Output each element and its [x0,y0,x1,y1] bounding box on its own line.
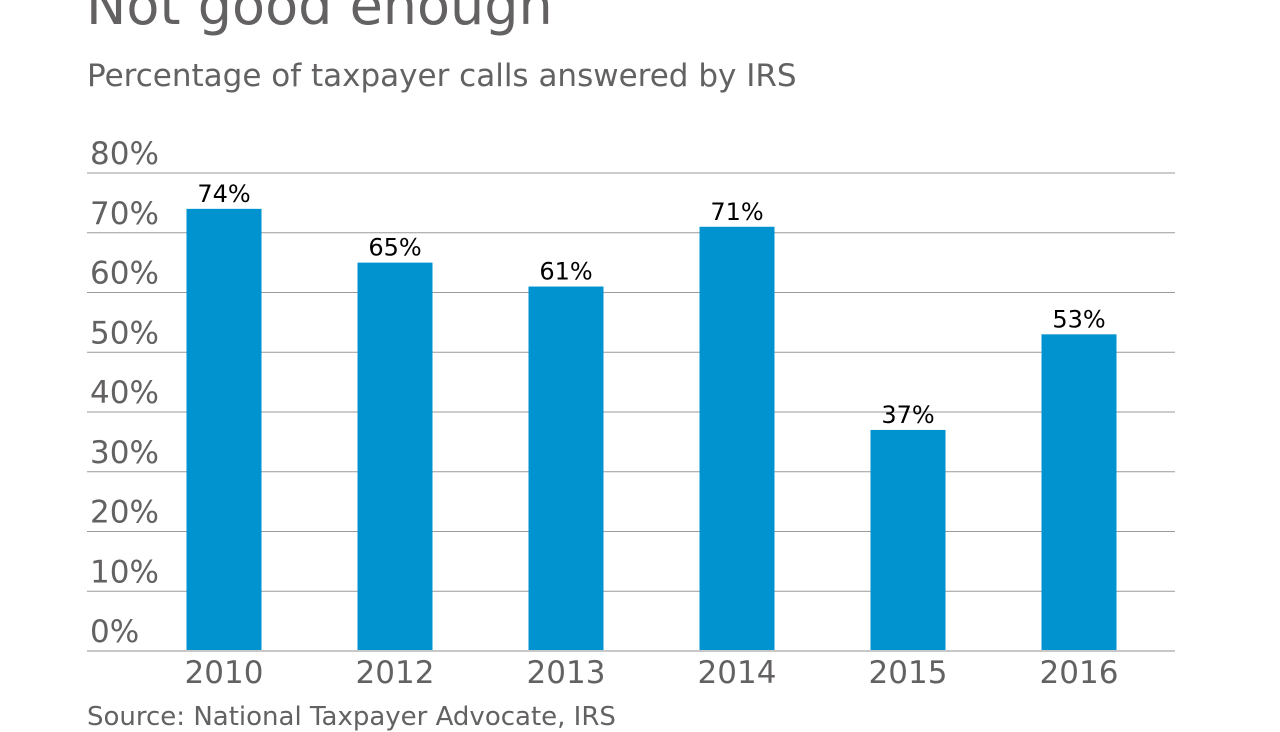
y-tick-label: 10% [90,554,159,590]
y-tick-label: 40% [90,375,159,411]
bar [699,226,775,650]
data-label: 61% [539,258,592,286]
bar [528,286,604,650]
data-label: 53% [1052,305,1105,333]
x-tick-label: 2014 [698,655,777,691]
data-label: 74% [197,180,250,208]
y-tick-label: 80% [90,136,159,172]
bar [870,429,946,650]
bar [1041,334,1117,650]
x-tick-label: 2012 [356,655,435,691]
y-tick-label: 20% [90,495,159,531]
x-tick-label: 2010 [185,655,264,691]
data-label: 65% [368,234,421,262]
y-tick-label: 50% [90,315,159,351]
bar [357,262,433,650]
source-note: Source: National Taxpayer Advocate, IRS [87,702,616,732]
chart-title: Not good enough [86,0,553,37]
x-tick-label: 2016 [1040,655,1119,691]
chart-subtitle: Percentage of taxpayer calls answered by… [87,58,797,94]
data-label: 37% [881,401,934,429]
y-tick-label: 70% [90,196,159,232]
bar [186,208,262,650]
data-label: 71% [710,198,763,226]
x-tick-label: 2013 [527,655,606,691]
y-tick-label: 0% [90,614,139,650]
y-tick-label: 60% [90,256,159,292]
x-tick-label: 2015 [869,655,948,691]
y-tick-label: 30% [90,435,159,471]
